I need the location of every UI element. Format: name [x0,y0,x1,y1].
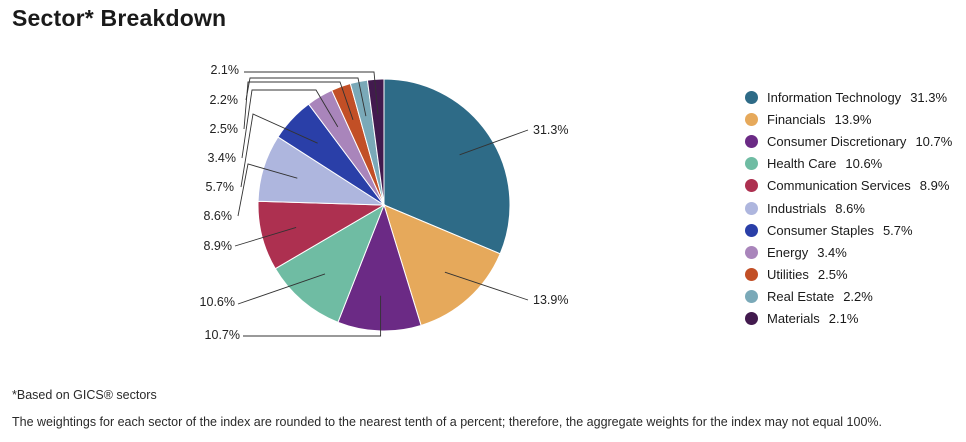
leader-line [237,273,326,305]
legend-value: 31.3% [910,89,948,105]
data-label: 5.7% [206,180,235,194]
leader-line [234,226,297,247]
legend-value: 10.6% [845,156,883,172]
legend-value: 8.9% [919,178,950,194]
legend-item: Health Care 10.6% [745,153,952,175]
pie-slice [274,203,385,323]
pie-slice [383,78,511,255]
legend-label: Financials [767,111,826,127]
legend-label: Health Care [767,156,837,172]
legend-swatch [745,134,758,148]
legend-label: Utilities [767,267,809,283]
leader-line [241,89,339,159]
legend-swatch [745,245,758,259]
legend-item: Energy 3.4% [745,241,952,263]
legend-item: Industrials 8.6% [745,197,952,219]
legend-label: Industrials [767,200,827,216]
chart-title: Sector* Breakdown [12,5,227,31]
footnote: *Based on GICS® sectors [12,388,157,402]
legend-value: 13.9% [834,111,872,127]
legend-item: Materials 2.1% [745,308,952,330]
legend-swatch [745,201,758,215]
legend-label: Consumer Staples [767,222,874,238]
leader-line [243,81,354,130]
leader-line [244,71,379,115]
legend-swatch [745,223,758,237]
legend-swatch [745,179,758,193]
legend-value: 2.1% [828,311,859,327]
leader-line [237,163,298,217]
leader-line [459,129,529,156]
leader-line [240,113,318,188]
legend-item: Communication Services 8.9% [745,175,952,197]
legend-label: Information Technology [767,89,902,105]
legend-value: 2.5% [817,267,848,283]
legend-swatch [745,90,758,104]
legend-label: Materials [767,311,820,327]
data-label: 2.1% [211,63,240,77]
leader-line [243,295,382,337]
data-label: 8.6% [204,209,233,223]
legend-item: Consumer Discretionary 10.7% [745,130,952,152]
data-label: 2.5% [210,122,239,136]
pie-slice [366,78,385,206]
legend-value: 2.2% [843,289,873,305]
data-label: 13.9% [533,293,568,307]
legend-value: 10.7% [915,133,953,149]
legend-item: Information Technology 31.3% [745,86,952,108]
legend-swatch [745,157,758,171]
legend-item: Real Estate 2.2% [745,286,952,308]
legend-swatch [745,268,758,282]
legend-value: 5.7% [882,222,913,238]
legend: Information Technology 31.3% Financials 13.… [745,86,952,330]
leader-line [444,271,529,301]
disclaimer: The weightings for each sector of the in… [12,415,882,429]
legend-label: Real Estate [767,289,835,305]
data-label: 31.3% [533,123,568,137]
legend-item: Financials 13.9% [745,108,952,130]
legend-value: 3.4% [817,244,847,260]
legend-swatch [745,112,758,126]
legend-swatch [745,290,758,304]
legend-label: Consumer Discretionary [767,133,907,149]
pie-slice [383,204,501,327]
data-label: 2.2% [210,93,239,107]
legend-swatch [745,312,758,326]
leader-line [245,77,367,117]
pie-slice [337,203,422,332]
data-label: 10.6% [200,295,235,309]
data-label: 10.7% [205,328,240,342]
legend-value: 8.6% [835,200,865,216]
data-label: 8.9% [204,239,233,253]
legend-label: Communication Services [767,178,911,194]
pie-chart: 31.3% 13.9% 10.7% 10.6% 8.9% 8.6% 5.7% 3.4% 2.5%… [200,63,569,342]
legend-item: Utilities 2.5% [745,264,952,286]
legend-item: Consumer Staples 5.7% [745,219,952,241]
data-label: 3.4% [208,151,237,165]
legend-label: Energy [767,244,809,260]
